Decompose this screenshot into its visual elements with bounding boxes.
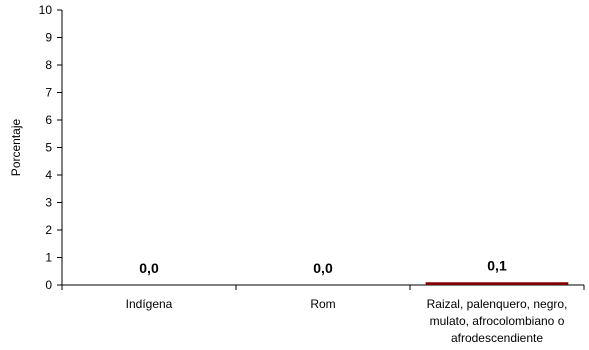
y-tick-label: 10: [39, 3, 53, 17]
y-axis-title: Porcentaje: [9, 118, 23, 176]
bars: [425, 282, 569, 285]
y-tick-label: 1: [45, 251, 52, 265]
y-tick-label: 3: [45, 196, 52, 210]
category-label: Rom: [310, 297, 335, 311]
category-labels: Indígena Rom Raizal, palenquero, negro, mul…: [126, 297, 568, 345]
y-axis: 0 1 2 3 4 5 6 7 8 9 10: [39, 3, 63, 292]
y-tick-label: 4: [45, 168, 52, 182]
data-label: 0,0: [139, 260, 159, 276]
category-label: Indígena: [126, 297, 173, 311]
data-labels: 0,0 0,0 0,1: [139, 257, 507, 276]
x-axis: [61, 284, 585, 290]
category-label: afrodescendiente: [451, 331, 543, 345]
data-label: 0,0: [313, 260, 333, 276]
y-tick-label: 0: [45, 278, 52, 292]
bar: [425, 282, 569, 285]
data-label: 0,1: [487, 257, 507, 273]
y-tick-label: 7: [45, 86, 52, 100]
y-tick-label: 9: [45, 31, 52, 45]
y-tick-label: 6: [45, 113, 52, 127]
y-tick-label: 8: [45, 58, 52, 72]
category-label: Raizal, palenquero, negro,: [427, 297, 568, 311]
category-label: mulato, afrocolombiano o: [430, 314, 565, 328]
y-tick-label: 5: [45, 141, 52, 155]
y-tick-label: 2: [45, 223, 52, 237]
